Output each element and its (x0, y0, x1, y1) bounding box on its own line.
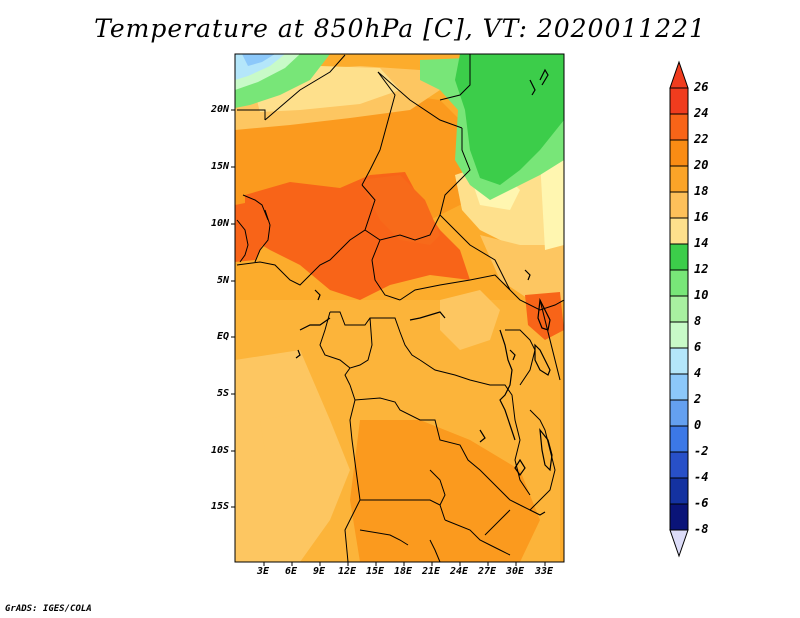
region-green-dark (455, 54, 564, 185)
lon-label-27e: 27E (478, 566, 497, 577)
lon-label-24e: 24E (450, 566, 469, 577)
colorbar-label-16: 16 (694, 210, 709, 224)
colorbar-label-0: 0 (694, 418, 702, 432)
colorbar-label-6: 6 (694, 340, 702, 354)
colorbar-box-18 (669, 191, 689, 219)
colorbar-label-m4: -4 (694, 470, 709, 484)
colorbar-box-8 (669, 321, 689, 349)
country-borders (236, 54, 564, 562)
colorbar-box-m6 (669, 503, 689, 531)
colorbar-box-6 (669, 347, 689, 375)
map-frame (234, 53, 565, 563)
map-title: Temperature at 850hPa [C], VT: 202001122… (94, 14, 706, 43)
colorbar-label-26: 26 (694, 80, 709, 94)
colorbar-box-m2 (669, 451, 689, 479)
colorbar-label-24: 24 (694, 106, 709, 120)
lon-label-9e: 9E (313, 566, 326, 577)
colorbar-box-24 (669, 113, 689, 141)
region-west-hot (235, 200, 270, 262)
colorbar-box-m4 (669, 477, 689, 505)
colorbar-box-14 (669, 243, 689, 271)
colorbar-label-20: 20 (694, 158, 709, 172)
lat-label-10n: 10N (210, 218, 229, 229)
region-south-orange (350, 420, 540, 562)
lat-label-20n: 20N (210, 104, 229, 115)
lat-label-10s: 10S (210, 445, 229, 456)
grads-credit: GrADS: IGES/COLA (5, 604, 92, 614)
lon-label-12e: 12E (338, 566, 357, 577)
colorbar-box-22 (669, 139, 689, 167)
region-angola-light (260, 410, 330, 460)
lon-label-18e: 18E (394, 566, 413, 577)
lon-label-3e: 3E (257, 566, 270, 577)
colorbar-box-12 (669, 269, 689, 297)
colorbar-label-14: 14 (694, 236, 709, 250)
colorbar-box-16 (669, 217, 689, 245)
lon-label-15e: 15E (366, 566, 385, 577)
lon-label-6e: 6E (285, 566, 298, 577)
temperature-field (235, 54, 564, 562)
colorbar-label-8: 8 (694, 314, 702, 328)
colorbar (669, 60, 689, 558)
region-sudan-orange (480, 235, 564, 300)
colorbar-label-18: 18 (694, 184, 709, 198)
colorbar-box-4 (669, 373, 689, 401)
colorbar-box-20 (669, 165, 689, 193)
region-congo-light (440, 290, 500, 350)
colorbar-label-m2: -2 (694, 444, 709, 458)
lon-label-33e: 33E (535, 566, 554, 577)
colorbar-box-10 (669, 295, 689, 323)
colorbar-box-0 (669, 425, 689, 453)
colorbar-box-26 (669, 87, 689, 115)
colorbar-label-22: 22 (694, 132, 709, 146)
lat-label-15s: 15S (210, 501, 229, 512)
region-chad-hot (360, 175, 440, 245)
colorbar-label-4: 4 (694, 366, 702, 380)
coastlines-lakes (295, 68, 553, 516)
region-blue-dark (242, 54, 275, 66)
region-ethiopia-pale (540, 150, 564, 250)
colorbar-bottom-arrow (669, 529, 689, 558)
lat-label-5n: 5N (216, 275, 229, 286)
lon-label-30e: 30E (506, 566, 525, 577)
colorbar-top-arrow (669, 60, 689, 89)
colorbar-label-m6: -6 (694, 496, 709, 510)
colorbar-label-10: 10 (694, 288, 709, 302)
lon-label-21e: 21E (422, 566, 441, 577)
colorbar-label-2: 2 (694, 392, 702, 406)
lat-label-5s: 5S (216, 388, 229, 399)
lat-label-eq: EQ (216, 331, 229, 342)
lat-label-15n: 15N (210, 161, 229, 172)
colorbar-box-2 (669, 399, 689, 427)
colorbar-label-m8: -8 (694, 522, 709, 536)
axis-ticks (231, 109, 546, 566)
colorbar-label-12: 12 (694, 262, 709, 276)
